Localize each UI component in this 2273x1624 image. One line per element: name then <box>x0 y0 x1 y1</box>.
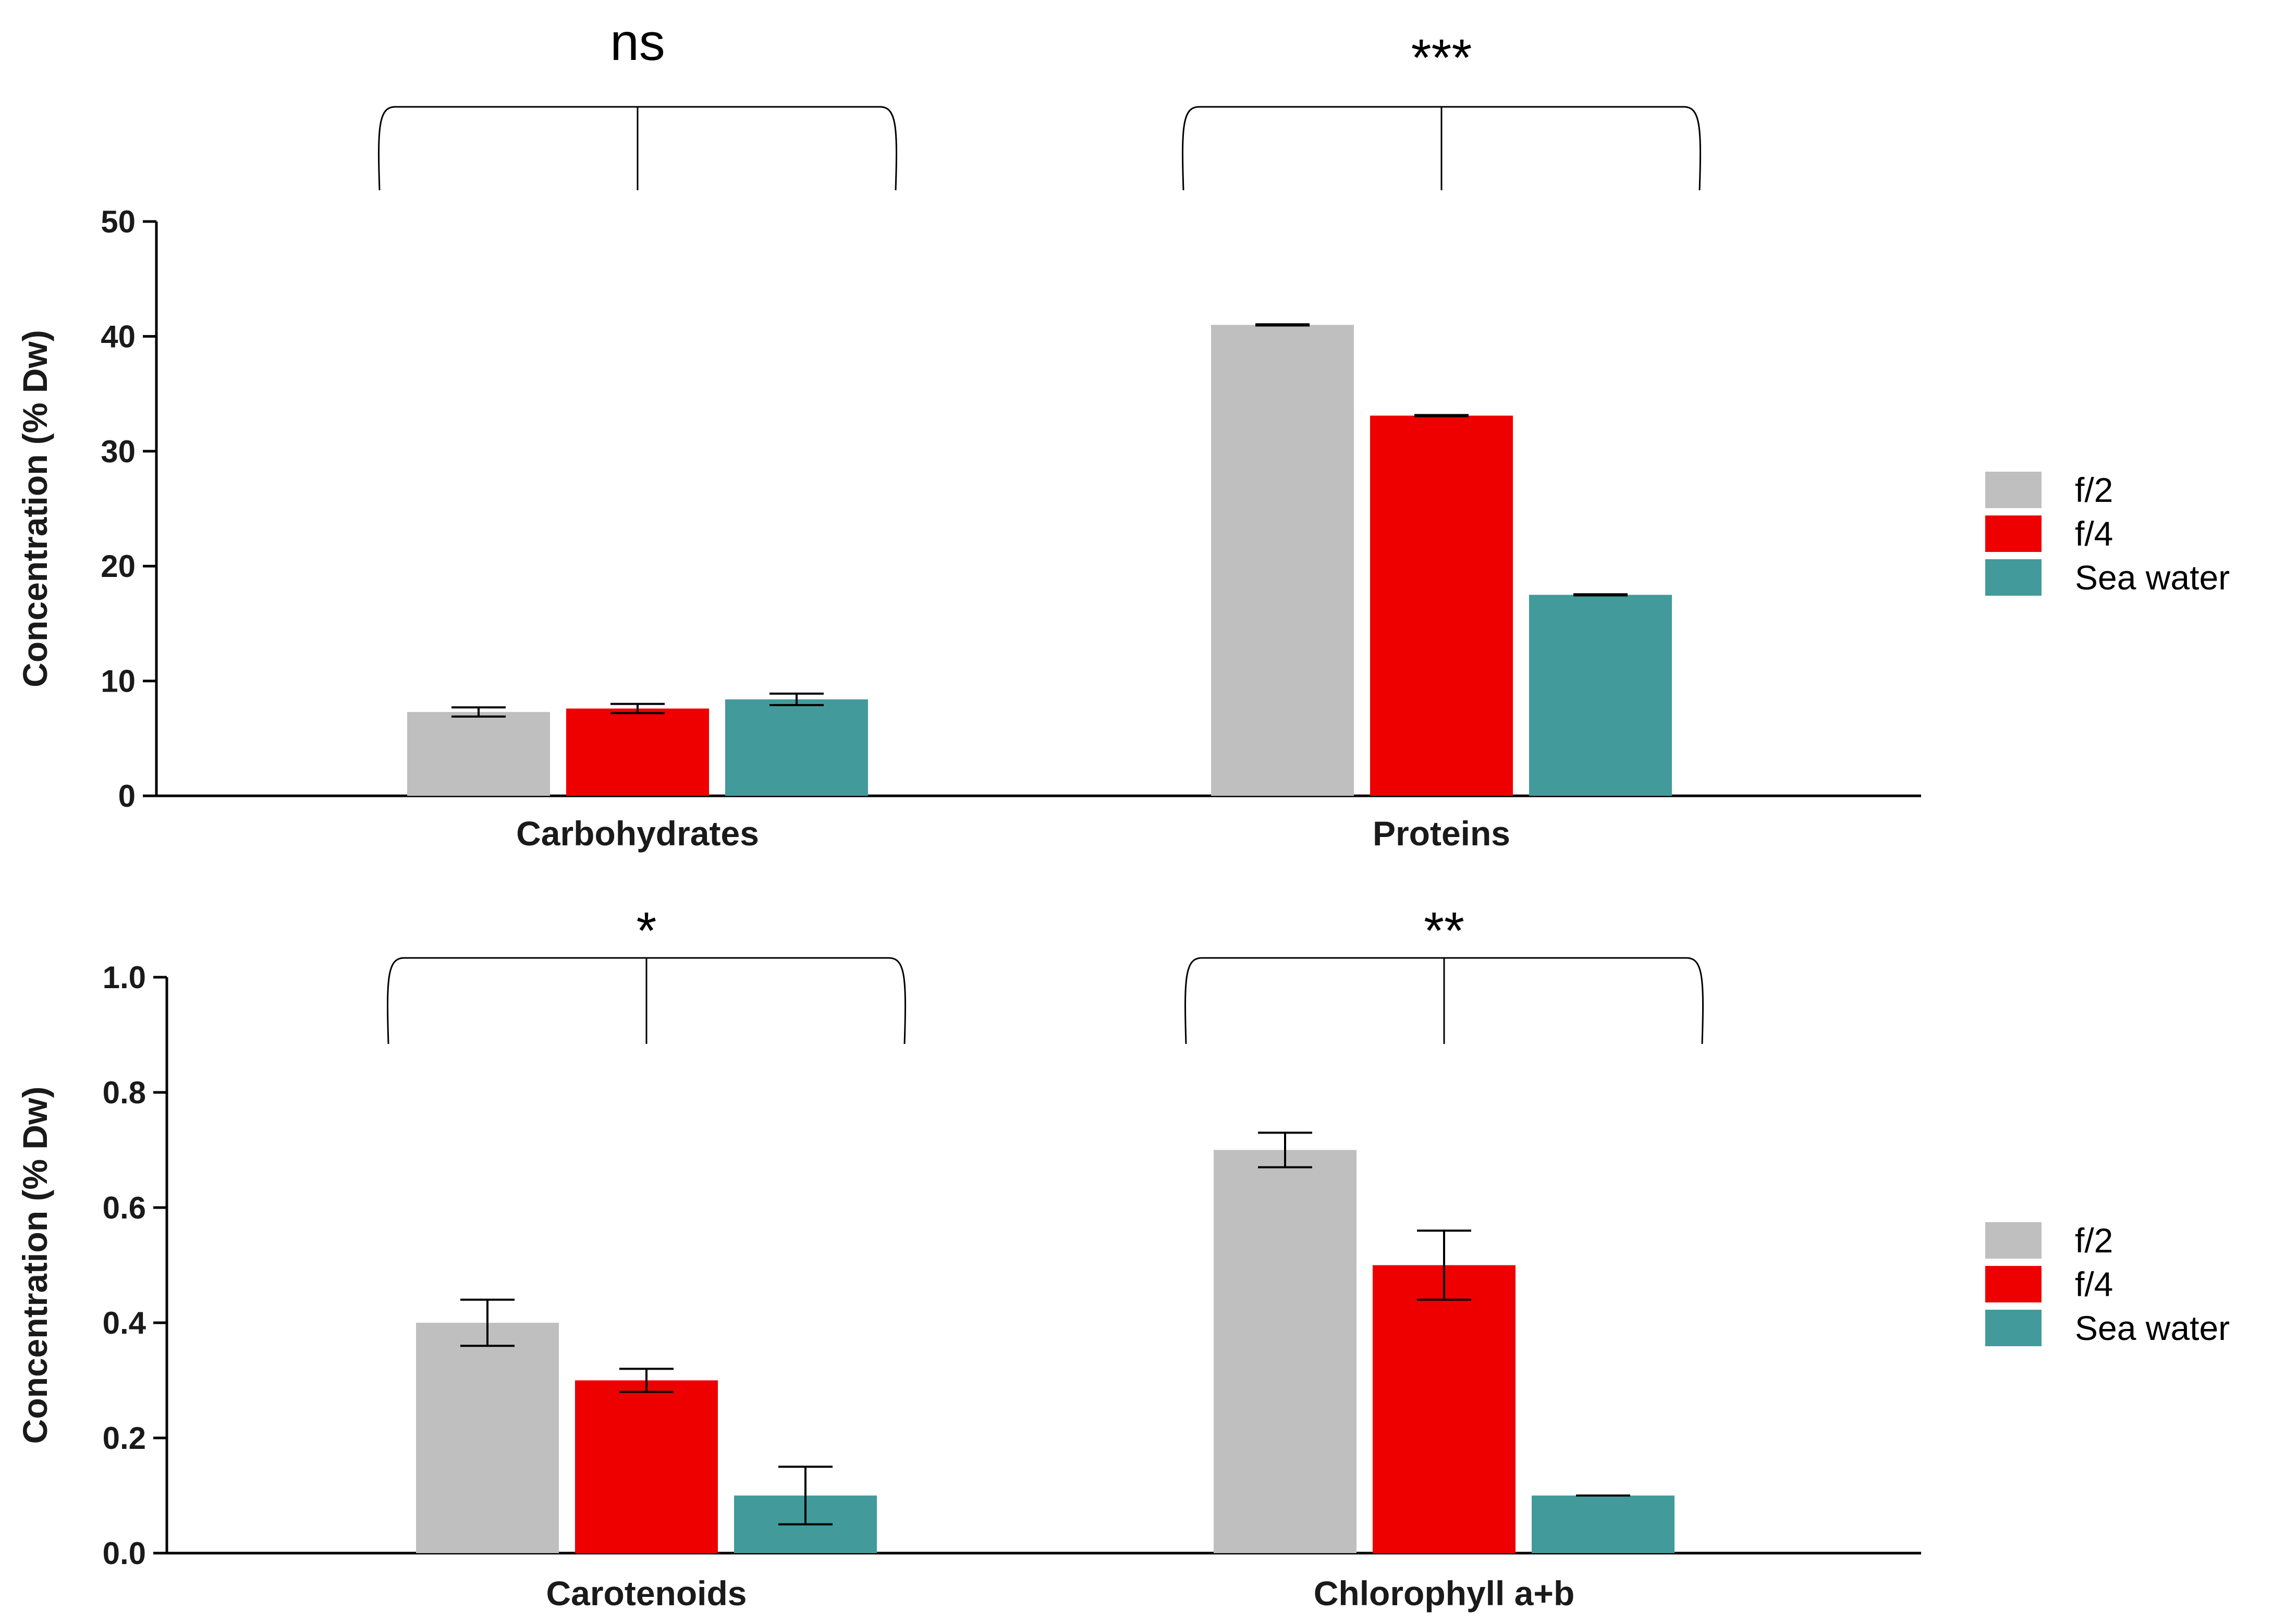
legend-label: f/4 <box>2075 514 2113 553</box>
y-axis-label: Concentration (% Dw) <box>16 1087 54 1444</box>
bar-carbohydrates-1 <box>407 712 550 796</box>
y-tick-label: 0.4 <box>103 1306 146 1340</box>
y-tick-label: 0.2 <box>103 1421 146 1456</box>
legend-swatch <box>1985 559 2042 596</box>
bar-chlorophyll-a-b-3 <box>1532 1495 1675 1553</box>
legend-swatch <box>1985 515 2042 552</box>
significance-label: ** <box>1424 902 1464 960</box>
y-tick-label: 10 <box>101 664 136 699</box>
y-tick-label: 1.0 <box>103 960 146 995</box>
significance-label: * <box>637 902 657 960</box>
bar-chlorophyll-a-b-2 <box>1373 1265 1516 1553</box>
y-axis-label: Concentration (% Dw) <box>16 330 54 687</box>
y-tick-label: 0 <box>118 779 136 814</box>
x-category-label: Carotenoids <box>546 1574 747 1613</box>
chart-panel-1: 0 10 20 30 40 50 Concentration (% Dw) Carbohydr… <box>16 13 2230 853</box>
legend-swatch <box>1985 1310 2042 1346</box>
legend-swatch <box>1985 1266 2042 1302</box>
bar-carotenoids-2 <box>575 1380 718 1553</box>
y-tick-label: 0.6 <box>103 1190 146 1225</box>
legend-label: Sea water <box>2075 558 2230 597</box>
legend: f/2 f/4 Sea water <box>1985 471 2230 597</box>
bar-proteins-1 <box>1211 325 1354 796</box>
bar-carbohydrates-3 <box>725 699 868 796</box>
y-tick-label: 50 <box>101 204 136 239</box>
bar-proteins-3 <box>1529 595 1672 796</box>
legend-label: f/2 <box>2075 471 2113 509</box>
x-category-label: Proteins <box>1373 814 1510 853</box>
bar-carotenoids-1 <box>416 1323 559 1553</box>
x-category-label: Carbohydrates <box>516 814 759 853</box>
y-tick-label: 40 <box>101 319 136 354</box>
bar-chlorophyll-a-b-1 <box>1214 1150 1357 1553</box>
significance-label: ns <box>610 13 665 71</box>
significance-label: *** <box>1411 29 1472 87</box>
y-tick-label: 0.8 <box>103 1075 146 1110</box>
y-tick-label: 0.0 <box>103 1536 146 1571</box>
y-tick-label: 30 <box>101 434 136 469</box>
bar-carbohydrates-2 <box>566 708 709 796</box>
legend-swatch <box>1985 1222 2042 1259</box>
legend-label: f/4 <box>2075 1265 2113 1303</box>
legend: f/2 f/4 Sea water <box>1985 1221 2230 1347</box>
legend-label: Sea water <box>2075 1309 2230 1347</box>
x-category-label: Chlorophyll a+b <box>1314 1574 1575 1613</box>
legend-swatch <box>1985 472 2042 508</box>
chart-panel-2: 0.0 0.2 0.4 0.6 0.8 1.0 Concentration (% Dw) Ca… <box>16 902 2230 1613</box>
bar-proteins-2 <box>1370 415 1513 796</box>
y-tick-label: 20 <box>101 549 136 584</box>
legend-label: f/2 <box>2075 1221 2113 1260</box>
